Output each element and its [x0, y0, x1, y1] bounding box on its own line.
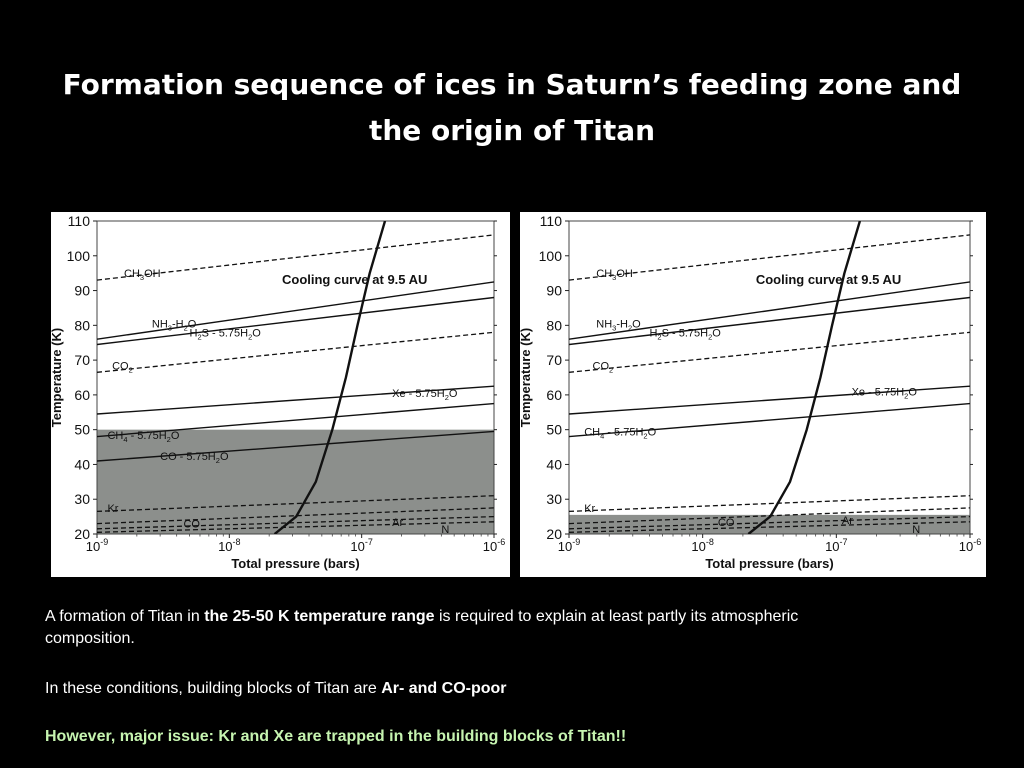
caption-p2-text-a: In these conditions, building blocks of …	[45, 680, 382, 697]
chart-left-series-ch4-5-75h2o	[97, 402, 494, 438]
chart-left-series-label-co-5-75h2o: CO - 5.75H2O	[160, 451, 229, 465]
chart-left-y-tick-label-90: 90	[74, 283, 90, 299]
chart-left-series-ch3oh	[97, 234, 494, 281]
chart-panel-left: 20 30 40 50 60 70 80 90 100 110 10-9 10-8 10-7 10-6 To…	[51, 212, 510, 577]
chart-right-y-tick-label-40: 40	[546, 456, 562, 472]
caption-p1-highlight: the 25-50 K temperature range	[204, 608, 435, 625]
chart-right-series-ch3oh	[569, 234, 970, 281]
chart-right-y-axis-label: Temperature (K)	[520, 328, 533, 427]
chart-left-series-ar	[97, 515, 494, 530]
caption-paragraph-1: A formation of Titan in the 25-50 K temp…	[45, 606, 995, 650]
chart-right-y-tick-label-30: 30	[546, 491, 562, 507]
chart-right-x-tick-label-m9: 10-9	[558, 537, 580, 554]
chart-left-series-h2s-5-75h2o	[97, 296, 494, 346]
chart-right-y-tick-label-20: 20	[546, 526, 562, 542]
chart-left-series-group	[97, 221, 494, 534]
chart-right-series-label-kr: Kr	[584, 503, 595, 515]
chart-right-series-label-co: CO	[718, 517, 735, 529]
chart-right-series-xe-5-75h2o	[569, 385, 970, 415]
chart-left-series-label-ch4-5-75h2o: CH4 - 5.75H2O	[107, 430, 179, 444]
chart-left-y-tick-label-70: 70	[74, 352, 90, 368]
chart-left-series-label-cooling-curve-at-9-5-au: Cooling curve at 9.5 AU	[282, 272, 427, 287]
chart-right-series-kr	[569, 495, 970, 513]
chart-left-y-tick-label-110: 110	[68, 213, 91, 229]
chart-right-series-label-cooling-curve-at-9-5-au: Cooling curve at 9.5 AU	[756, 272, 901, 287]
chart-left-series-cooling-curve-at-9-5-au	[273, 221, 387, 534]
chart-left-x-tick-label-m7: 10-7	[350, 537, 372, 554]
chart-left-series-label-ch3oh: CH3OH	[124, 268, 161, 282]
chart-left-y-tick-label-40: 40	[74, 456, 90, 472]
chart-left-series-label-n: N	[441, 524, 449, 536]
chart-right-series-label-nh3-h2o: NH3-H2O	[596, 319, 641, 333]
chart-left-series-n	[97, 521, 494, 533]
chart-left-x-tick-label-m8: 10-8	[218, 537, 240, 554]
chart-right-series-label-co2: CO2	[593, 360, 614, 374]
chart-right-x-tick-label-m7: 10-7	[825, 537, 847, 554]
chart-left-series-co	[97, 507, 494, 525]
chart-left-series-label-nh3-h2o: NH3-H2O	[152, 319, 197, 333]
chart-right: 20 30 40 50 60 70 80 90 100 110 10-9 10-8 10-7 10-6 To…	[520, 213, 981, 571]
chart-right-y-tick-label-70: 70	[546, 352, 562, 368]
slide-title-line-2: the origin of Titan	[368, 114, 656, 147]
chart-right-y-tick-label-90: 90	[546, 283, 562, 299]
chart-left-plot-frame	[96, 220, 495, 535]
chart-right-x-tick-label-m6: 10-6	[959, 537, 981, 554]
chart-left-series-co-5-75h2o	[97, 430, 494, 462]
slide-title-line-1: Formation sequence of ices in Saturn’s f…	[62, 68, 962, 101]
chart-left-series-nh3-h2o	[97, 281, 494, 340]
caption-p1-text-c: is required to explain at least partly i…	[434, 608, 799, 625]
chart-right-y-tick-label-80: 80	[546, 317, 562, 333]
chart-left-y-tick-label-60: 60	[74, 387, 90, 403]
chart-right-series-h2s-5-75h2o	[569, 296, 970, 346]
chart-right-series-nh3-h2o	[569, 281, 970, 340]
chart-left-y-tick-label-20: 20	[74, 526, 90, 542]
chart-right-series-label-ch3oh: CH3OH	[596, 268, 633, 282]
caption-p1-text-a: A formation of Titan in	[45, 608, 205, 625]
chart-left-series-co2	[97, 331, 494, 373]
chart-right-y-tick-label-50: 50	[546, 422, 562, 438]
chart-right-series-label-ch4-5-75h2o: CH4 - 5.75H2O	[584, 426, 656, 440]
chart-right-series-n	[569, 521, 970, 533]
chart-left-y-axis-label: Temperature (K)	[51, 328, 64, 427]
chart-left-series-label-co2: CO2	[112, 360, 133, 374]
chart-left-series-label-h2s-5-75h2o: H2S - 5.75H2O	[189, 327, 261, 341]
chart-left-y-tick-label-100: 100	[67, 248, 91, 264]
slide-title: Formation sequence of ices in Saturn’s f…	[30, 62, 994, 154]
chart-left-series-kr	[97, 495, 494, 513]
chart-right-series-cooling-curve-at-9-5-au	[747, 221, 862, 534]
chart-right-x-axis-label: Total pressure (bars)	[705, 556, 833, 571]
chart-left-series-label-ar: Ar	[392, 517, 403, 529]
chart-right-x-tick-label-m8: 10-8	[691, 537, 713, 554]
chart-right-series-ch4-5-75h2o	[569, 402, 970, 438]
caption-paragraph-2: In these conditions, building blocks of …	[45, 678, 995, 700]
chart-left: 20 30 40 50 60 70 80 90 100 110 10-9 10-8 10-7 10-6 To…	[51, 213, 505, 571]
chart-left-x-axis-label: Total pressure (bars)	[231, 556, 359, 571]
chart-right-series-ar	[569, 515, 970, 530]
chart-left-series-label-kr: Kr	[107, 503, 118, 515]
chart-left-y-tick-label-50: 50	[74, 422, 90, 438]
caption-p2-highlight: Ar- and CO-poor	[381, 680, 507, 697]
chart-left-y-tick-label-80: 80	[74, 317, 90, 333]
caption-paragraph-3: However, major issue: Kr and Xe are trap…	[45, 728, 627, 745]
caption-p1-text-d: composition.	[45, 630, 135, 647]
chart-right-y-tick-label-100: 100	[539, 248, 563, 264]
chart-right-y-tick-label-110: 110	[540, 213, 563, 229]
chart-right-y-tick-label-60: 60	[546, 387, 562, 403]
chart-right-plot-frame	[568, 220, 971, 535]
chart-panel-right: 20 30 40 50 60 70 80 90 100 110 10-9 10-8 10-7 10-6 To…	[520, 212, 986, 577]
chart-left-series-label-co: CO	[183, 519, 200, 531]
chart-right-series-label-n: N	[912, 524, 920, 536]
chart-right-series-label-h2s-5-75h2o: H2S - 5.75H2O	[649, 327, 721, 341]
chart-right-series-label-xe-5-75h2o: Xe - 5.75H2O	[852, 386, 918, 400]
chart-right-series-group	[569, 221, 970, 534]
chart-left-series-label-xe-5-75h2o: Xe - 5.75H2O	[392, 388, 458, 402]
chart-right-series-co2	[569, 331, 970, 373]
chart-left-x-tick-label-m9: 10-9	[86, 537, 108, 554]
chart-left-y-tick-label-30: 30	[74, 491, 90, 507]
chart-left-series-xe-5-75h2o	[97, 385, 494, 415]
chart-right-series-label-ar: Ar	[842, 515, 853, 527]
chart-left-x-tick-label-m6: 10-6	[483, 537, 505, 554]
